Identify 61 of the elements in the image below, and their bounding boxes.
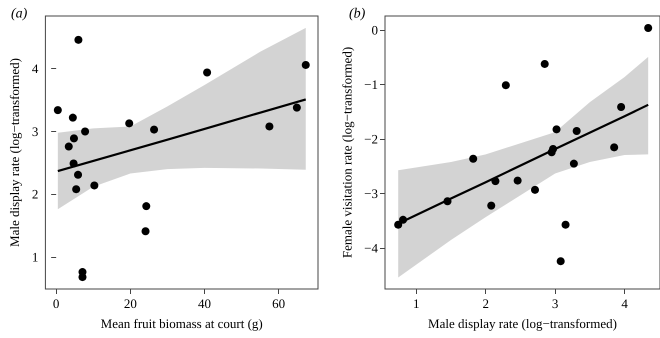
y-axis-title: Female visitation rate (log−transformed) bbox=[339, 46, 354, 258]
x-tick-label: 0 bbox=[52, 296, 60, 311]
y-tick-label: 3 bbox=[32, 124, 38, 139]
y-tick-label: 4 bbox=[32, 61, 39, 76]
point bbox=[552, 125, 561, 134]
point bbox=[444, 197, 452, 206]
point bbox=[556, 257, 565, 266]
point bbox=[64, 142, 73, 151]
point bbox=[514, 176, 522, 185]
point bbox=[203, 68, 212, 76]
point bbox=[469, 154, 478, 163]
chart-title: (b) bbox=[349, 6, 366, 22]
y-tick-label: 2 bbox=[32, 186, 38, 202]
chart-title: (a) bbox=[11, 6, 28, 22]
point bbox=[72, 185, 80, 194]
point bbox=[125, 119, 134, 128]
point bbox=[399, 216, 408, 224]
point bbox=[265, 122, 274, 130]
point bbox=[74, 170, 82, 179]
x-tick-label: 2 bbox=[482, 296, 489, 311]
x-tick-label: 1 bbox=[413, 296, 420, 311]
point bbox=[487, 202, 496, 210]
point bbox=[502, 81, 510, 90]
point bbox=[68, 114, 77, 122]
point bbox=[90, 181, 98, 190]
point bbox=[292, 104, 301, 112]
point bbox=[572, 126, 581, 135]
x-tick-label: 20 bbox=[124, 296, 137, 311]
point bbox=[549, 144, 558, 153]
point bbox=[142, 202, 150, 210]
line-series bbox=[56, 98, 307, 172]
point bbox=[394, 220, 402, 229]
y-tick-label: −2 bbox=[364, 132, 378, 147]
point bbox=[644, 24, 652, 32]
point bbox=[70, 134, 78, 142]
point bbox=[540, 60, 549, 68]
x-tick-label: 3 bbox=[552, 296, 558, 311]
x-tick-label: 40 bbox=[198, 296, 212, 311]
y-tick-label: −4 bbox=[364, 240, 378, 256]
x-tick-label: 60 bbox=[272, 296, 286, 311]
point bbox=[302, 60, 310, 69]
point bbox=[74, 36, 82, 44]
point bbox=[570, 160, 578, 168]
y-tick-label: −1 bbox=[364, 77, 378, 92]
point bbox=[617, 103, 626, 111]
point bbox=[150, 126, 158, 134]
point bbox=[562, 220, 570, 229]
point bbox=[531, 186, 539, 194]
point bbox=[491, 177, 500, 186]
point bbox=[81, 127, 90, 136]
point bbox=[70, 159, 78, 168]
point bbox=[610, 143, 618, 152]
point bbox=[142, 227, 150, 236]
x-axis-title: Mean fruit biomass at court (g) bbox=[100, 316, 263, 331]
y-tick-label: 1 bbox=[32, 249, 38, 264]
y-tick-label: 0 bbox=[372, 22, 378, 38]
y-axis-title: Male display rate (log−transformed) bbox=[7, 58, 22, 247]
x-axis-title: Male display rate (log−transformed) bbox=[428, 316, 617, 331]
point bbox=[54, 106, 62, 114]
y-tick-label: −3 bbox=[364, 186, 378, 202]
x-tick-label: 4 bbox=[621, 296, 628, 311]
